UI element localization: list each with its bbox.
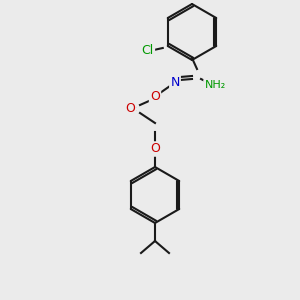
Text: O: O [150, 91, 160, 103]
Text: Cl: Cl [142, 44, 154, 58]
Text: N: N [170, 76, 180, 88]
Text: O: O [125, 103, 135, 116]
Text: NH₂: NH₂ [204, 80, 226, 90]
Text: O: O [150, 142, 160, 155]
